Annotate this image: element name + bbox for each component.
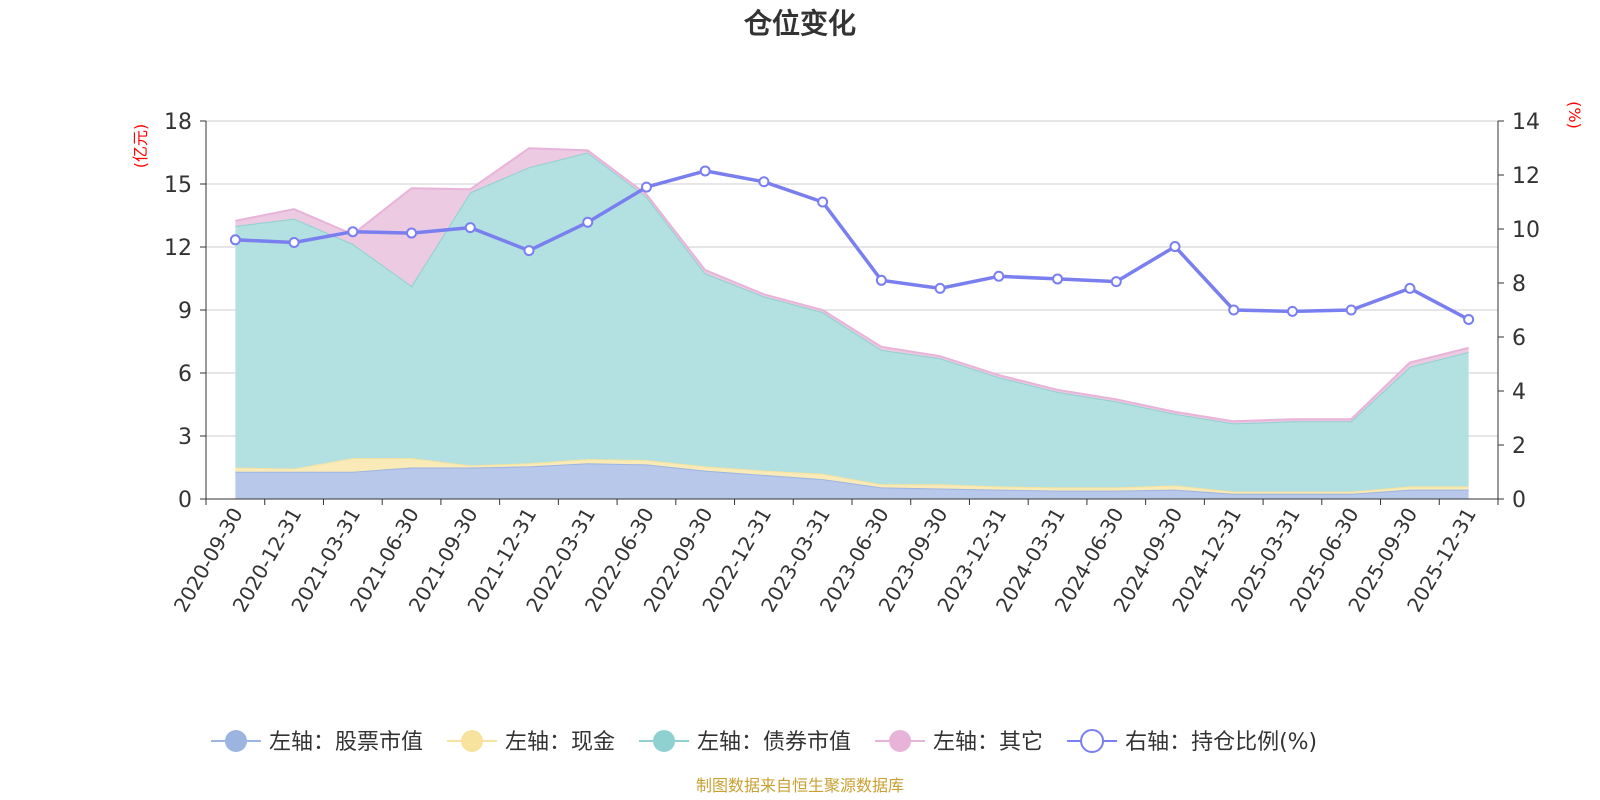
right-axis-tick-label: 4: [1512, 380, 1526, 405]
legend-item[interactable]: 右轴：持仓比例(%): [1067, 729, 1317, 755]
ratio-point[interactable]: [1404, 282, 1416, 294]
ratio-point[interactable]: [288, 237, 300, 248]
ratio-point[interactable]: [1110, 276, 1122, 288]
stacked-areas: [235, 147, 1469, 499]
left-axis-tick-label: 0: [178, 488, 192, 513]
chart-title: 仓位变化: [744, 7, 856, 40]
legend-label: 右轴：持仓比例(%): [1125, 730, 1317, 755]
ratio-point[interactable]: [229, 234, 241, 246]
legend-swatch-marker: [653, 730, 676, 752]
ratio-point[interactable]: [582, 216, 594, 228]
right-axis-unit: (%): [1565, 101, 1584, 129]
ratio-point[interactable]: [640, 181, 652, 193]
legend-swatch-marker: [461, 730, 484, 752]
ratio-point[interactable]: [699, 165, 711, 177]
area-edge-series-4: [235, 147, 1469, 423]
ratio-line-path: [235, 169, 1470, 321]
right-axis-tick-label: 6: [1512, 326, 1526, 351]
legend-item[interactable]: 左轴：其它: [875, 730, 1043, 755]
left-axis-tick-label: 3: [178, 425, 192, 450]
ratio-point[interactable]: [406, 227, 418, 239]
ratio-point[interactable]: [464, 222, 476, 234]
ratio-line: [229, 165, 1475, 325]
right-axis-tick-label: 0: [1512, 488, 1526, 513]
left-axis-tick-label: 15: [164, 173, 192, 198]
legend-label: 左轴：其它: [933, 730, 1043, 755]
ratio-point[interactable]: [1463, 313, 1475, 325]
ratio-point[interactable]: [1286, 305, 1298, 317]
left-axis-unit: (亿元): [131, 124, 150, 169]
legend-item[interactable]: 左轴：股票市值: [211, 730, 423, 755]
area-series-2: [235, 458, 1469, 494]
right-axis-tick-label: 12: [1512, 164, 1540, 189]
legend-item[interactable]: 左轴：现金: [447, 730, 615, 755]
right-axis-tick-label: 2: [1512, 434, 1526, 459]
ratio-point[interactable]: [1345, 304, 1357, 316]
area-series-3: [235, 152, 1469, 492]
legend-label: 左轴：现金: [505, 730, 615, 755]
ratio-point[interactable]: [993, 270, 1005, 282]
ratio-point[interactable]: [523, 245, 535, 257]
left-axis-tick-label: 6: [178, 362, 192, 387]
ratio-point[interactable]: [1169, 241, 1181, 253]
left-axis-tick-label: 12: [164, 236, 192, 261]
right-axis-tick-label: 14: [1512, 110, 1540, 135]
left-axis-tick-label: 9: [178, 299, 192, 324]
legend[interactable]: 左轴：股票市值 左轴：现金 左轴：债券市值 左轴：其它 右轴：持仓比例(%): [211, 729, 1317, 755]
right-axis-tick-label: 8: [1512, 272, 1526, 297]
ratio-point[interactable]: [1228, 304, 1240, 316]
ratio-point[interactable]: [875, 274, 887, 286]
ratio-point[interactable]: [934, 282, 946, 294]
legend-swatch-marker: [1080, 729, 1105, 753]
ratio-point[interactable]: [758, 176, 770, 188]
source-note: 制图数据来自恒生聚源数据库: [696, 776, 904, 795]
ratio-point[interactable]: [817, 196, 829, 208]
left-axis-tick-label: 18: [164, 110, 192, 135]
legend-swatch-marker: [889, 730, 912, 752]
legend-item[interactable]: 左轴：债券市值: [639, 730, 851, 755]
ratio-point[interactable]: [1052, 273, 1064, 285]
ratio-point[interactable]: [347, 226, 359, 238]
legend-label: 左轴：股票市值: [269, 730, 423, 755]
right-axis-tick-label: 10: [1512, 218, 1540, 243]
legend-swatch-marker: [225, 730, 247, 752]
legend-label: 左轴：债券市值: [697, 730, 851, 755]
